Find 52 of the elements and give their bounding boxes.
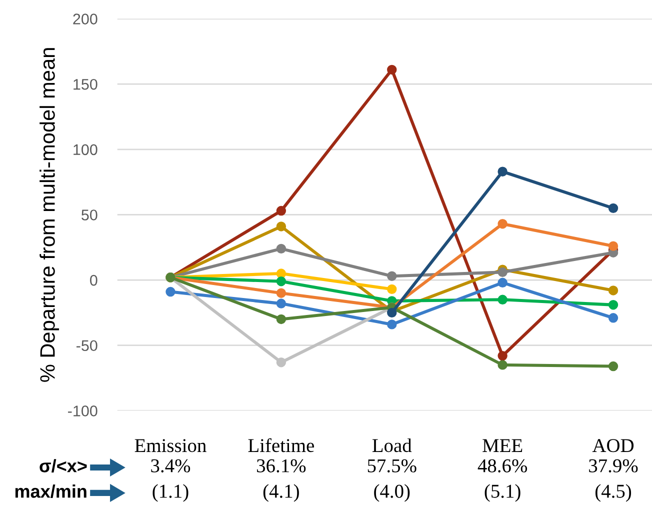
point	[498, 166, 508, 176]
point	[387, 284, 397, 294]
point	[387, 320, 397, 330]
point	[276, 206, 286, 216]
y-axis-title: % Departure from multi-model mean	[40, 48, 60, 382]
point	[276, 276, 286, 286]
point	[498, 278, 508, 288]
point	[276, 298, 286, 308]
point	[276, 288, 286, 298]
point	[276, 244, 286, 254]
text: 57.5%	[368, 459, 416, 472]
text: max/min	[15, 484, 86, 498]
x-tick-label: Load	[372, 438, 412, 452]
y-tick-label: 200	[73, 14, 98, 24]
text: (4.5)	[595, 484, 632, 502]
text: 37.9%	[589, 459, 638, 472]
point	[608, 300, 618, 310]
text: 3.4%	[151, 459, 190, 472]
point	[498, 267, 508, 278]
point	[276, 268, 286, 278]
x-tick-label: MEE	[482, 439, 522, 452]
point	[608, 241, 618, 251]
x-tick-label: Lifetime	[248, 438, 314, 452]
point	[608, 313, 618, 323]
point	[276, 222, 286, 232]
point	[387, 271, 397, 281]
point	[276, 314, 286, 324]
point	[608, 203, 618, 214]
point	[498, 294, 508, 304]
point	[498, 350, 508, 361]
point	[498, 360, 508, 370]
y-tick-label: 0	[90, 274, 98, 286]
point	[166, 286, 176, 297]
text: (5.1)	[484, 484, 520, 502]
point	[498, 219, 508, 229]
y-tick-label: -100	[68, 406, 98, 416]
y-tick-label: 100	[74, 144, 98, 156]
x-tick-label: AOD	[592, 439, 634, 452]
text: (4.1)	[263, 484, 299, 502]
point	[608, 361, 618, 372]
text: σ/<x>	[40, 459, 87, 473]
y-tick-label: -50	[76, 340, 98, 352]
point	[276, 357, 286, 368]
text: 48.6%	[478, 459, 528, 472]
text: 36.1%	[257, 459, 306, 472]
text: (1.1)	[152, 484, 188, 502]
x-tick-label: Emission	[134, 439, 206, 452]
point	[608, 286, 618, 296]
y-tick-label: 150	[74, 78, 98, 90]
point	[387, 64, 397, 75]
text: (4.0)	[374, 484, 410, 502]
y-tick-label: 50	[82, 210, 98, 220]
